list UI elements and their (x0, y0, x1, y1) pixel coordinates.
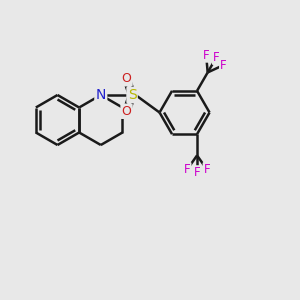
Text: F: F (204, 163, 210, 176)
Text: F: F (194, 167, 200, 179)
Text: F: F (220, 58, 227, 72)
Text: N: N (96, 88, 106, 102)
Text: O: O (122, 105, 131, 118)
Text: F: F (184, 163, 190, 176)
Text: O: O (122, 72, 131, 85)
Text: F: F (203, 49, 209, 62)
Text: S: S (128, 88, 136, 102)
Text: F: F (213, 51, 220, 64)
